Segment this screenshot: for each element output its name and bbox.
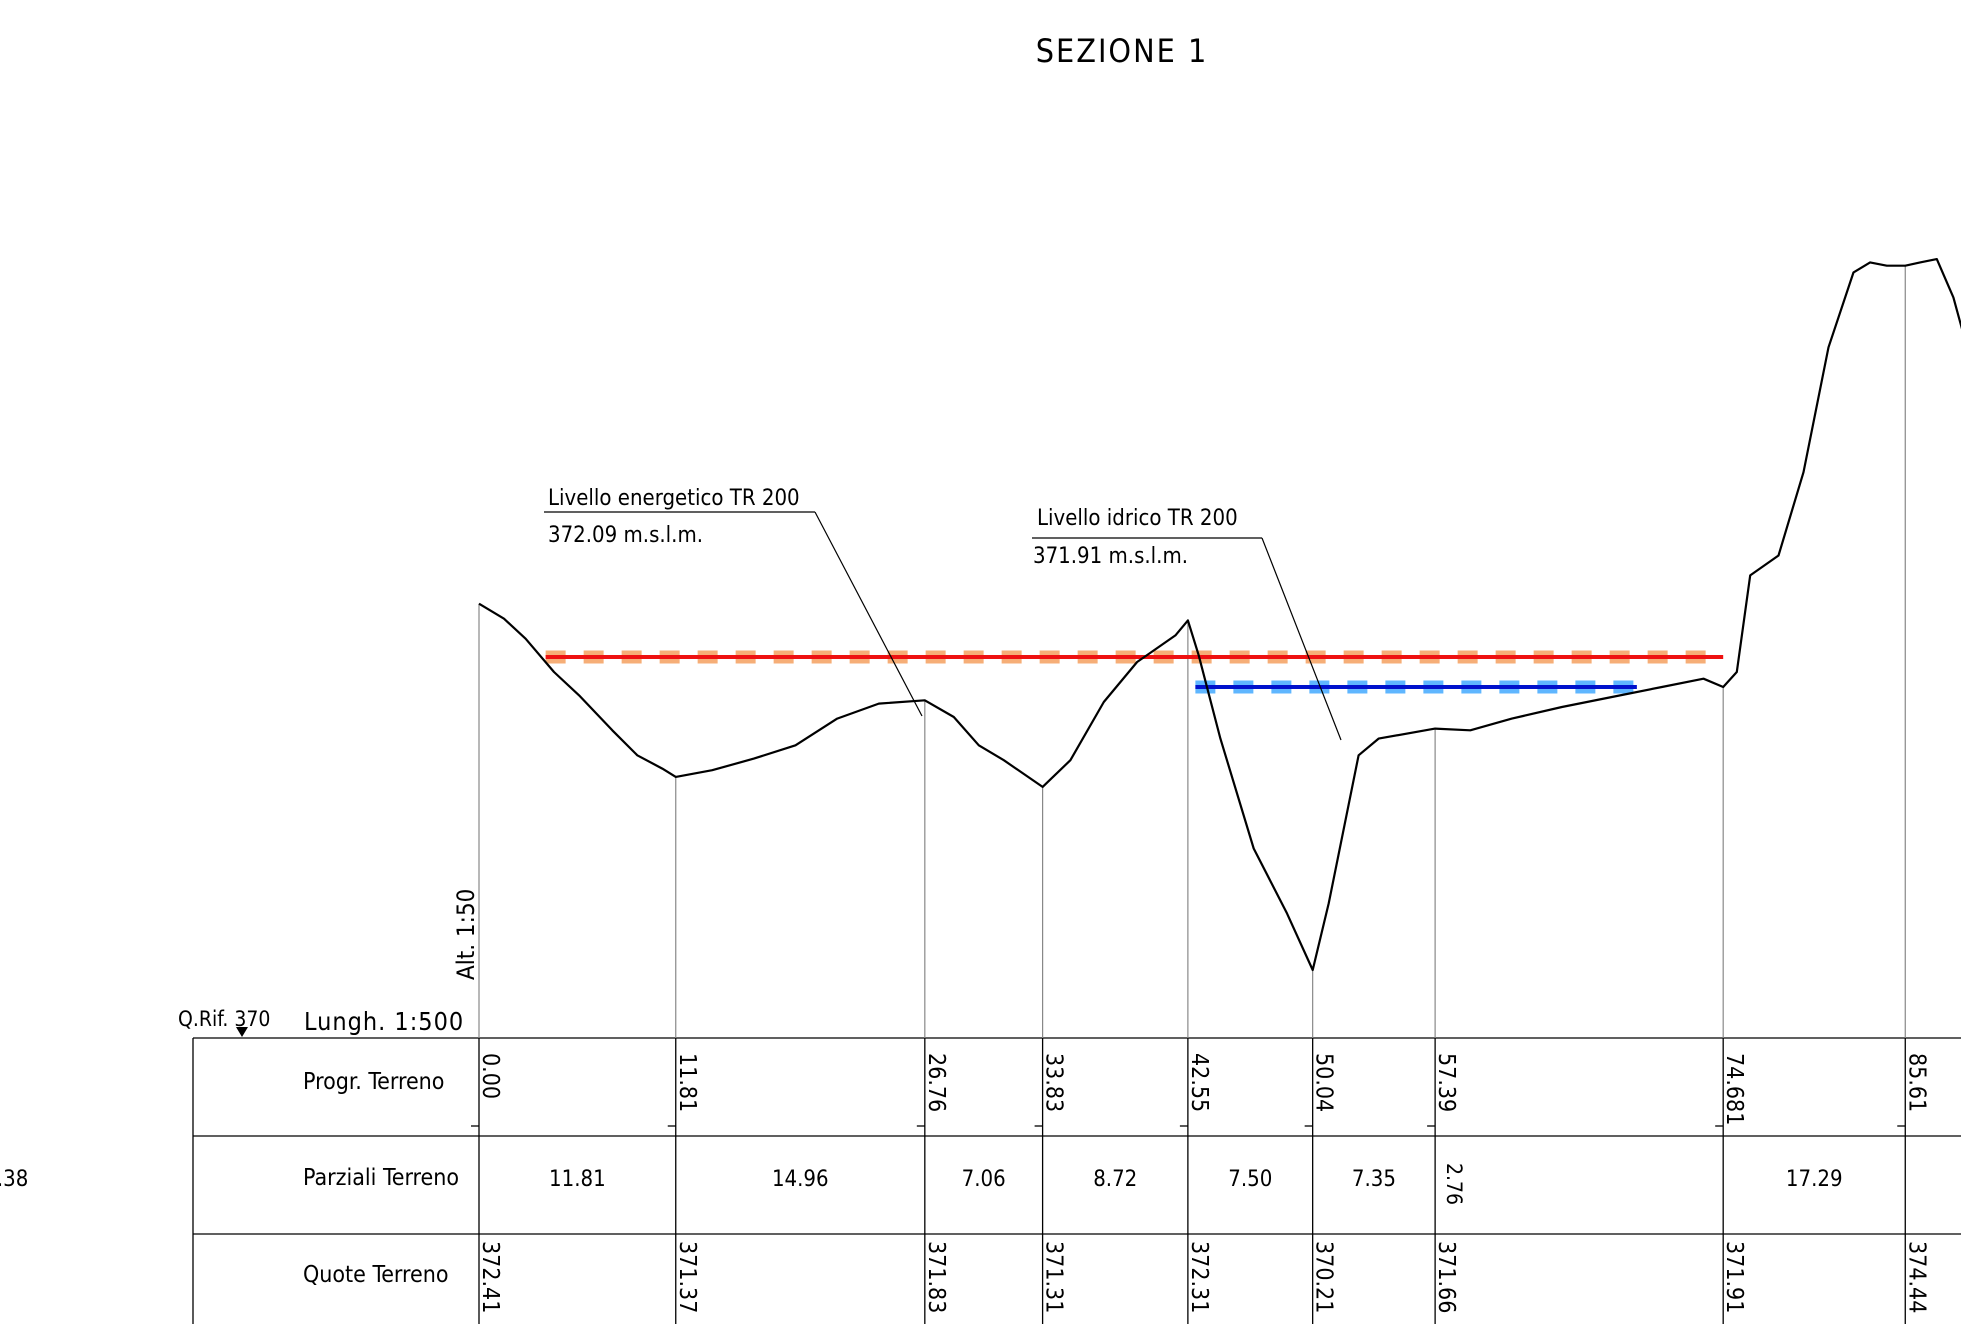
partial-value: 8.72 bbox=[1093, 1167, 1137, 1192]
elevation-value: 371.31 bbox=[1041, 1241, 1067, 1313]
partial-value: 7.06 bbox=[962, 1167, 1006, 1192]
partial-value: 14.96 bbox=[772, 1167, 829, 1192]
elevation-value: 371.83 bbox=[923, 1241, 949, 1313]
water-level-leader bbox=[1032, 537, 1342, 741]
elevation-value: 372.41 bbox=[477, 1241, 503, 1313]
partial-value: 7.50 bbox=[1228, 1167, 1272, 1192]
partial-value: 17.29 bbox=[1786, 1167, 1843, 1192]
row-header-elevations: Quote Terreno bbox=[303, 1262, 449, 1288]
row-header-partials: Parziali Terreno bbox=[303, 1165, 459, 1191]
water-leader-line bbox=[1261, 537, 1342, 741]
terrain-line bbox=[478, 258, 1961, 972]
elevation-value: 371.37 bbox=[674, 1241, 700, 1313]
reference-elevation-label: Q.Rif. 370 bbox=[178, 1007, 270, 1031]
station-verticals bbox=[471, 265, 1906, 1324]
terrain-profile bbox=[478, 258, 1961, 972]
table-values: 0.00 372.41 11.81 371.37 26.76 371.83 33.83 371… bbox=[0, 1053, 1929, 1313]
drawing-title: SEZIONE 1 bbox=[1036, 32, 1209, 70]
energy-leader-line bbox=[814, 511, 923, 717]
reference-marker-icon bbox=[236, 1027, 248, 1037]
energy-level-leader bbox=[544, 511, 923, 717]
progressive-value: 11.81 bbox=[674, 1053, 700, 1112]
water-level-label: Livello idrico TR 200 bbox=[1037, 506, 1238, 531]
progressive-value: 0.00 bbox=[477, 1053, 503, 1099]
elevation-value: 372.31 bbox=[1186, 1241, 1212, 1313]
progressive-value: 50.04 bbox=[1311, 1053, 1337, 1112]
partial-value: 14.38 bbox=[0, 1167, 28, 1192]
partial-value: 11.81 bbox=[549, 1167, 606, 1192]
progressive-value: 57.39 bbox=[1433, 1053, 1459, 1112]
progressive-value: 42.55 bbox=[1186, 1053, 1212, 1112]
row-header-progressive: Progr. Terreno bbox=[303, 1069, 444, 1095]
horizontal-scale-label: Lungh. 1:500 bbox=[304, 1007, 464, 1036]
water-level-value: 371.91 m.s.l.m. bbox=[1033, 544, 1188, 569]
energy-level-label: Livello energetico TR 200 bbox=[548, 486, 800, 511]
progressive-value: 74.681 bbox=[1721, 1053, 1747, 1125]
partial-value: 7.35 bbox=[1352, 1167, 1396, 1192]
vertical-scale-label: Alt. 1:50 bbox=[452, 889, 480, 980]
energy-level-value: 372.09 m.s.l.m. bbox=[548, 523, 703, 548]
progressive-value: 33.83 bbox=[1041, 1053, 1067, 1112]
elevation-value: 371.91 bbox=[1721, 1241, 1747, 1313]
progressive-value: 85.61 bbox=[1903, 1053, 1929, 1112]
progressive-value: 26.76 bbox=[923, 1053, 949, 1112]
partial-value: 2.76 bbox=[1442, 1163, 1466, 1205]
elevation-value: 374.44 bbox=[1903, 1241, 1929, 1313]
elevation-value: 371.66 bbox=[1433, 1241, 1459, 1313]
data-table-frame bbox=[192, 1037, 1961, 1324]
elevation-value: 370.21 bbox=[1311, 1241, 1337, 1313]
